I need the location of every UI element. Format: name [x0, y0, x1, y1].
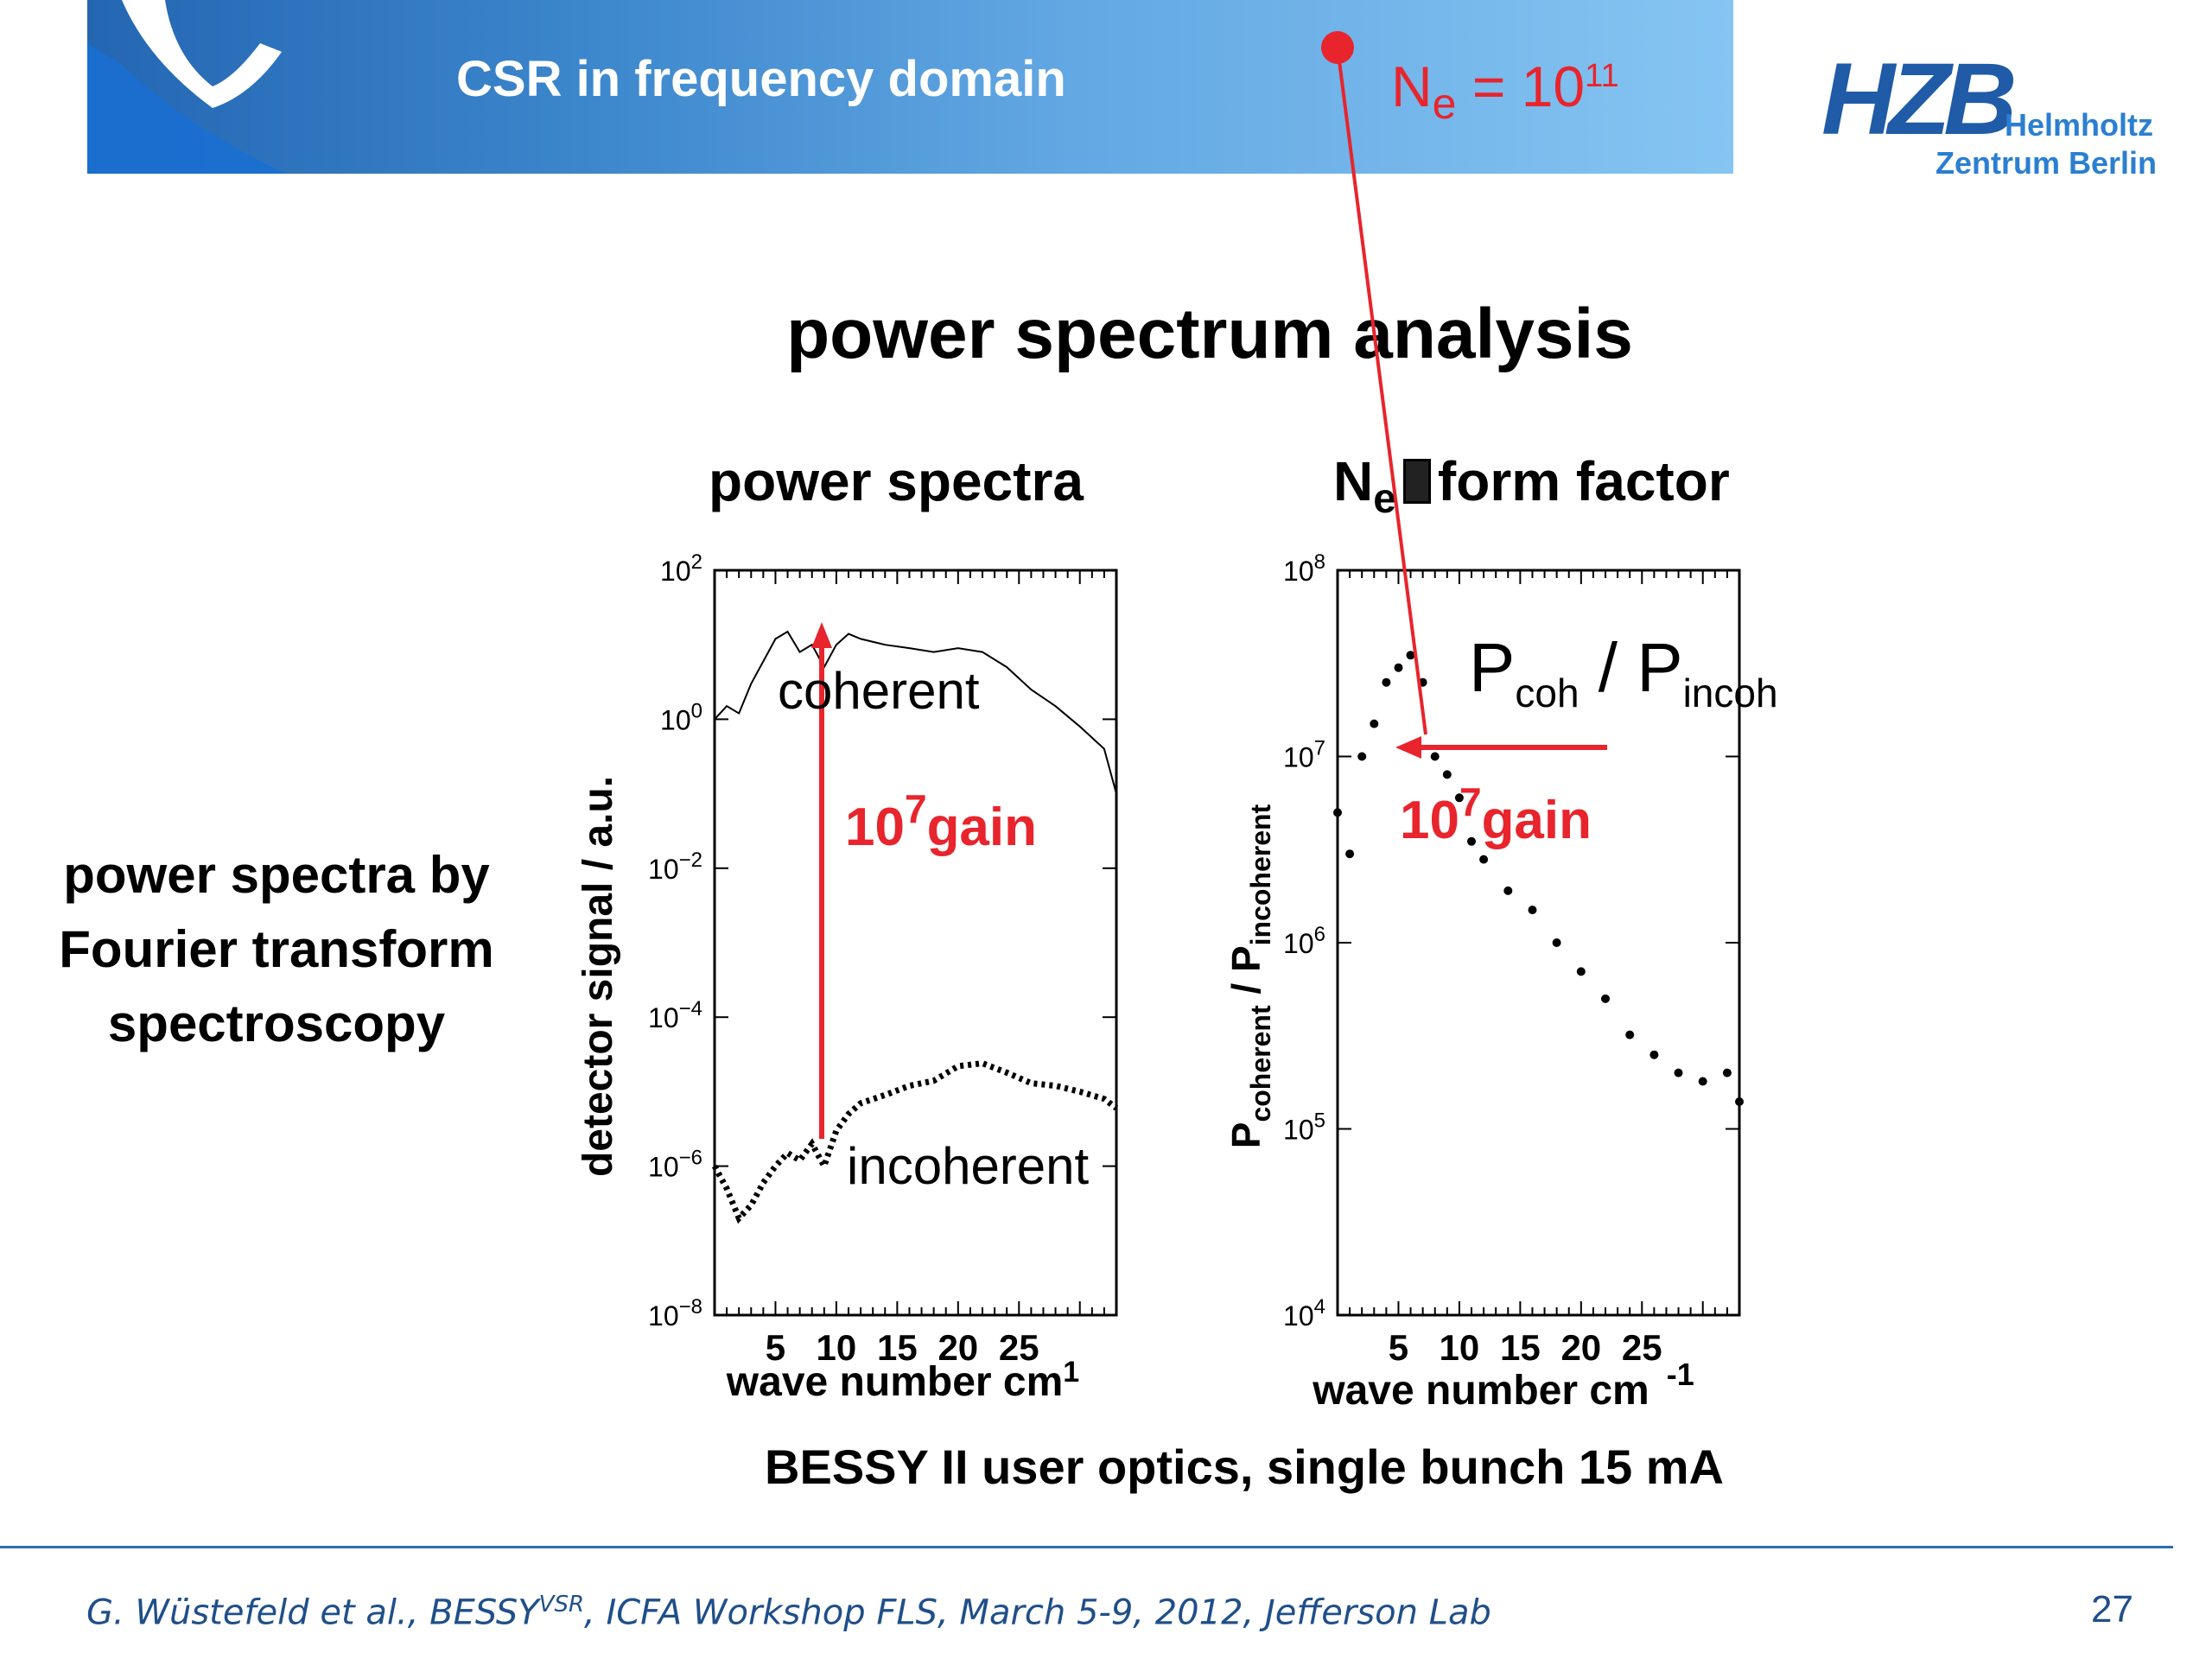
ratio-data-point: [1674, 1068, 1683, 1077]
ne-equals: = 10: [1471, 54, 1586, 118]
y-tick-label: 10−4: [648, 997, 702, 1033]
page-number: 27: [2091, 1588, 2133, 1630]
form-factor-chart: Pcoherent / Pincoherent 108107106105104 …: [1224, 550, 1778, 1414]
side-line-1: power spectra by: [63, 846, 490, 904]
y-tick-label: 10−6: [648, 1147, 702, 1183]
ratio-data-point: [1442, 770, 1452, 779]
ratio-data-point: [1503, 886, 1513, 895]
ratio-data-point: [1345, 849, 1355, 859]
ratio-data-point: [1479, 855, 1489, 864]
hzb-logo-mark: HZB: [1821, 42, 2017, 156]
right-title-n: N: [1333, 450, 1374, 512]
ratio-data-point: [1576, 967, 1586, 976]
label-incoherent: incoherent: [847, 1137, 1090, 1195]
right-title-rest: form factor: [1437, 450, 1730, 512]
ratio-data-point: [1698, 1077, 1707, 1086]
left-gain-label: 107gain: [845, 786, 1037, 857]
ratio-data-point: [1528, 906, 1537, 915]
logo-line-helmholtz: Helmholtz: [2005, 107, 2154, 143]
footer-citation: G. Wüstefeld et al., BESSYVSR, ICFA Work…: [86, 1592, 1491, 1632]
logo-line-zentrum: Zentrum Berlin: [1936, 145, 2158, 181]
missing-glyph-icon: [1402, 459, 1431, 504]
gain-arrow-head-icon: [811, 622, 832, 648]
electron-number-label: Ne = 1011: [1391, 54, 1619, 129]
series-ratio-points: [1333, 651, 1744, 1106]
ratio-data-point: [1333, 808, 1342, 817]
ratio-data-point: [1467, 836, 1476, 846]
left-x-axis-label: wave number cm1: [726, 1356, 1079, 1405]
side-description: power spectra by Fourier transform spect…: [26, 838, 527, 1061]
ratio-data-point: [1418, 677, 1427, 687]
left-y-ticks: 102 100 10−2 10−4 10−6 10−8: [648, 550, 1116, 1332]
left-y-axis-label: detector signal / a.u.: [575, 776, 621, 1177]
left-minor-ticks: [726, 570, 1105, 1315]
series-incoherent-line: [711, 1060, 1119, 1224]
ratio-data-point: [1430, 752, 1440, 761]
ratio-data-point: [1649, 1050, 1659, 1059]
footer-divider: [0, 1546, 2173, 1548]
ratio-data-point: [1601, 994, 1610, 1003]
footer-rest: , ICFA Workshop FLS, March 5-9, 2012, Je…: [584, 1592, 1491, 1633]
slide-main-title: power spectrum analysis: [786, 295, 1633, 373]
ne-exponent: 11: [1585, 58, 1619, 94]
ratio-data-point: [1394, 663, 1403, 672]
gain-arrow-left-head-icon: [1395, 736, 1421, 759]
x-tick-label: 20: [938, 1327, 978, 1368]
x-tick-label: 15: [1500, 1327, 1541, 1368]
ratio-data-point: [1454, 793, 1464, 803]
footer-superscript: VSR: [538, 1592, 585, 1618]
side-line-3: spectroscopy: [107, 995, 446, 1052]
slide-header-title: CSR in frequency domain: [456, 51, 1066, 107]
ratio-label: Pcoh / Pincoh: [1469, 629, 1778, 715]
ne-subscript: e: [1432, 79, 1457, 129]
y-tick-label: 100: [660, 699, 702, 735]
ratio-data-point: [1625, 1030, 1635, 1039]
right-x-axis-label: wave number cm -1: [1312, 1357, 1694, 1414]
y-tick-label: 102: [660, 550, 702, 587]
power-spectra-chart: detector signal / a.u. 102 100 10−2 10−4 10−…: [575, 550, 1119, 1405]
y-tick-label: 10−2: [648, 849, 702, 885]
x-tick-label: 10: [817, 1327, 857, 1368]
series-coherent-line: [714, 630, 1117, 794]
y-tick-label: 108: [1283, 550, 1325, 587]
y-tick-label: 104: [1283, 1295, 1325, 1332]
ratio-data-point: [1382, 677, 1391, 687]
y-tick-label: 107: [1283, 737, 1325, 773]
x-tick-label: 25: [999, 1327, 1039, 1368]
ratio-data-point: [1735, 1097, 1744, 1106]
x-tick-label: 20: [1560, 1327, 1601, 1368]
footer-author: G. Wüstefeld et al., BESSY: [86, 1592, 539, 1633]
x-tick-label: 5: [766, 1327, 785, 1368]
ratio-data-point: [1722, 1068, 1732, 1077]
side-line-2: Fourier transform: [59, 920, 494, 978]
ne-symbol: N: [1391, 54, 1433, 118]
right-title-sub: e: [1373, 475, 1396, 522]
ratio-data-point: [1552, 938, 1561, 947]
y-tick-label: 106: [1283, 923, 1325, 959]
figure-caption: BESSY II user optics, single bunch 15 mA: [765, 1440, 1724, 1494]
ratio-data-point: [1357, 752, 1367, 761]
header-banner: [87, 0, 1733, 174]
y-tick-label: 10−8: [648, 1295, 702, 1332]
right-y-axis-label: Pcoherent / Pincoherent: [1224, 804, 1276, 1148]
left-plot-frame: [713, 569, 1118, 1317]
right-y-ticks: 108 107 106 105 104: [1283, 550, 1739, 1332]
right-plot-frame: [1336, 569, 1741, 1317]
x-tick-label: 5: [1389, 1327, 1408, 1368]
right-x-ticks: 5 10 15 20 25: [1389, 1327, 1662, 1368]
x-tick-label: 25: [1622, 1327, 1662, 1368]
x-tick-label: 10: [1440, 1327, 1480, 1368]
ratio-data-point: [1370, 719, 1379, 728]
banner-swoosh-icon: [87, 0, 286, 174]
right-gain-label: 107gain: [1400, 779, 1592, 850]
ratio-data-point: [1406, 651, 1415, 660]
left-panel-title: power spectra: [709, 450, 1084, 512]
y-tick-label: 105: [1283, 1109, 1325, 1146]
label-coherent: coherent: [778, 662, 980, 720]
x-tick-label: 15: [877, 1327, 918, 1368]
left-x-ticks: 5 10 15 20 25: [766, 1327, 1039, 1368]
right-panel-title: Ne form factor: [1333, 449, 1730, 523]
